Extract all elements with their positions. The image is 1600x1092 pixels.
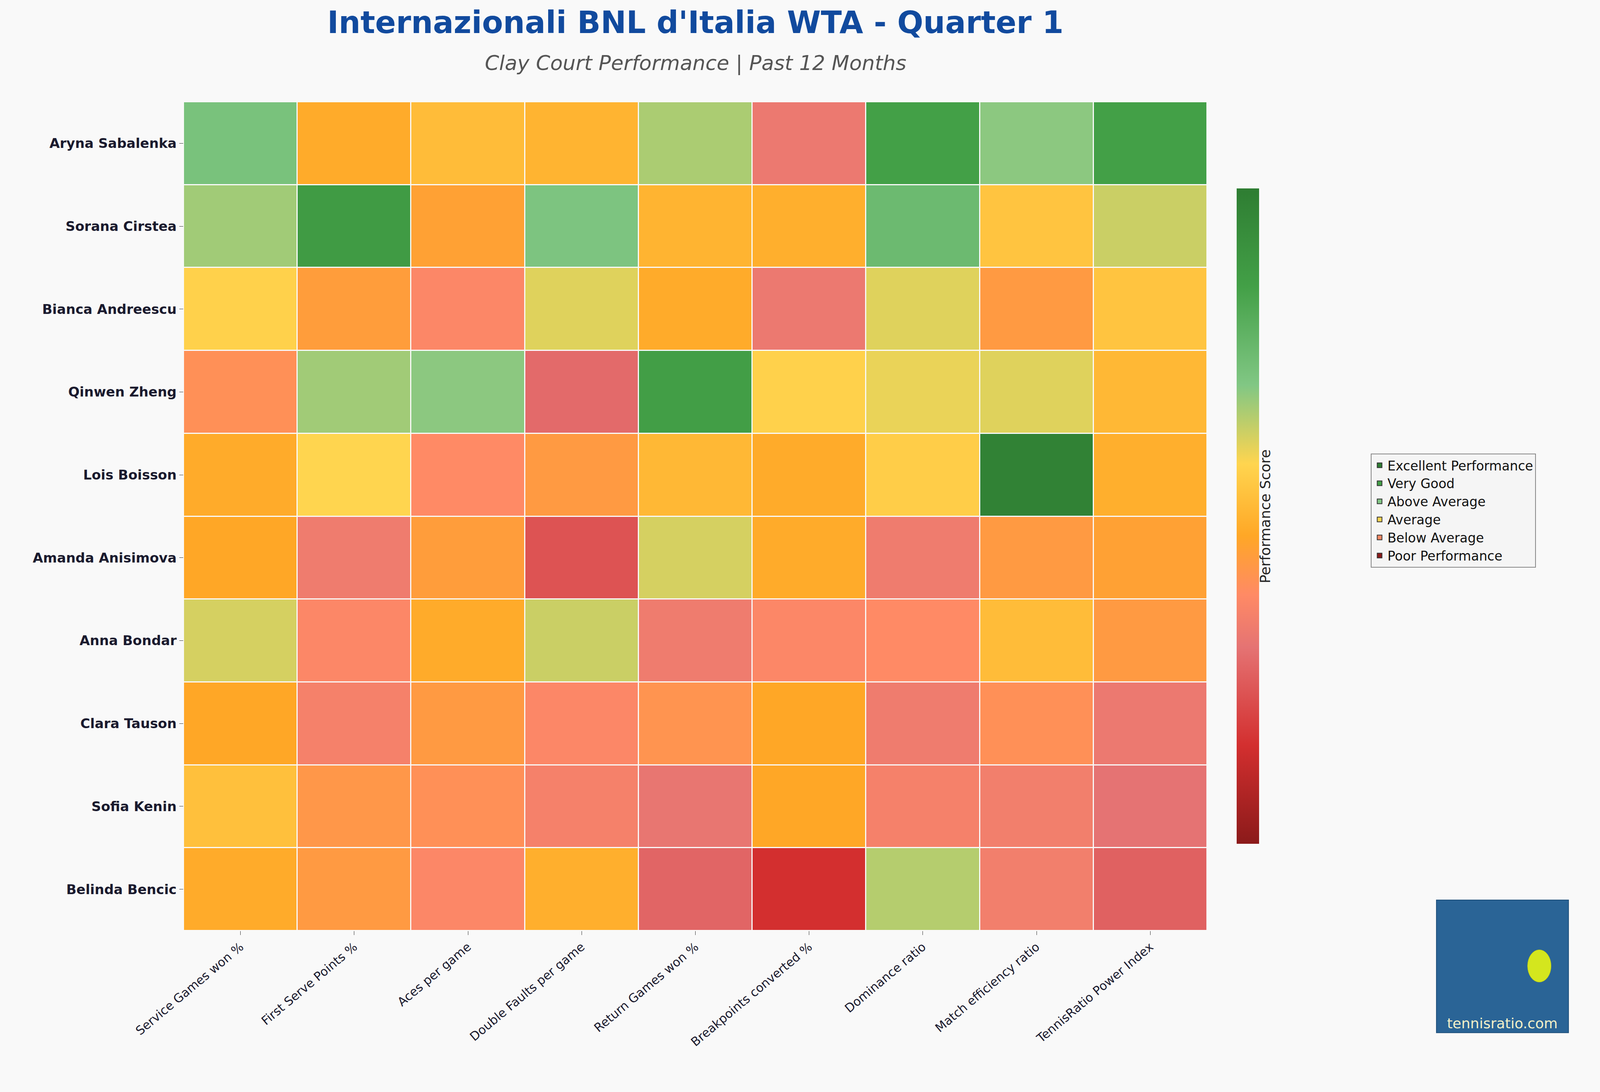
svg-text:Belinda Bencic: Belinda Bencic — [66, 881, 177, 897]
svg-text:Anna Bondar: Anna Bondar — [79, 632, 177, 649]
svg-text:Poor Performance: Poor Performance — [1387, 548, 1503, 564]
svg-text:Average: Average — [1387, 511, 1441, 528]
svg-text:Service Games won %: Service Games won % — [132, 939, 247, 1038]
svg-text:Match efficiency ratio: Match efficiency ratio — [932, 939, 1043, 1035]
svg-text:First Serve Points %: First Serve Points % — [258, 939, 361, 1028]
svg-text:Return Games won %: Return Games won % — [591, 939, 702, 1035]
svg-text:Very Good: Very Good — [1387, 475, 1455, 492]
svg-text:Clara Tauson: Clara Tauson — [80, 715, 177, 731]
svg-text:Aryna Sabalenka: Aryna Sabalenka — [49, 135, 177, 151]
svg-text:Qinwen Zheng: Qinwen Zheng — [68, 383, 177, 400]
svg-text:Clay Court Performance | Past: Clay Court Performance | Past 12 Months — [484, 51, 907, 76]
svg-text:Below Average: Below Average — [1387, 530, 1484, 546]
svg-text:Above Average: Above Average — [1387, 493, 1486, 510]
svg-text:Sofia Kenin: Sofia Kenin — [91, 798, 177, 814]
svg-text:Double Faults per game: Double Faults per game — [467, 939, 588, 1044]
svg-text:Amanda Anisimova: Amanda Anisimova — [32, 549, 177, 566]
svg-text:Excellent Performance: Excellent Performance — [1387, 458, 1533, 474]
svg-text:Sorana Cirstea: Sorana Cirstea — [65, 218, 177, 234]
svg-text:Bianca Andreescu: Bianca Andreescu — [42, 301, 177, 317]
svg-text:TennisRatio Power Index: TennisRatio Power Index — [1033, 939, 1157, 1045]
svg-text:Performance Score: Performance Score — [1257, 449, 1274, 583]
svg-text:Aces per game: Aces per game — [394, 939, 474, 1009]
svg-text:Breakpoints converted %: Breakpoints converted % — [688, 939, 815, 1049]
svg-text:Dominance ratio: Dominance ratio — [841, 939, 929, 1015]
svg-text:Internazionali BNL d'Italia WT: Internazionali BNL d'Italia WTA - Quarte… — [327, 4, 1064, 41]
svg-text:tennisratio.com: tennisratio.com — [1447, 1014, 1558, 1032]
svg-text:Lois Boisson: Lois Boisson — [82, 466, 177, 483]
